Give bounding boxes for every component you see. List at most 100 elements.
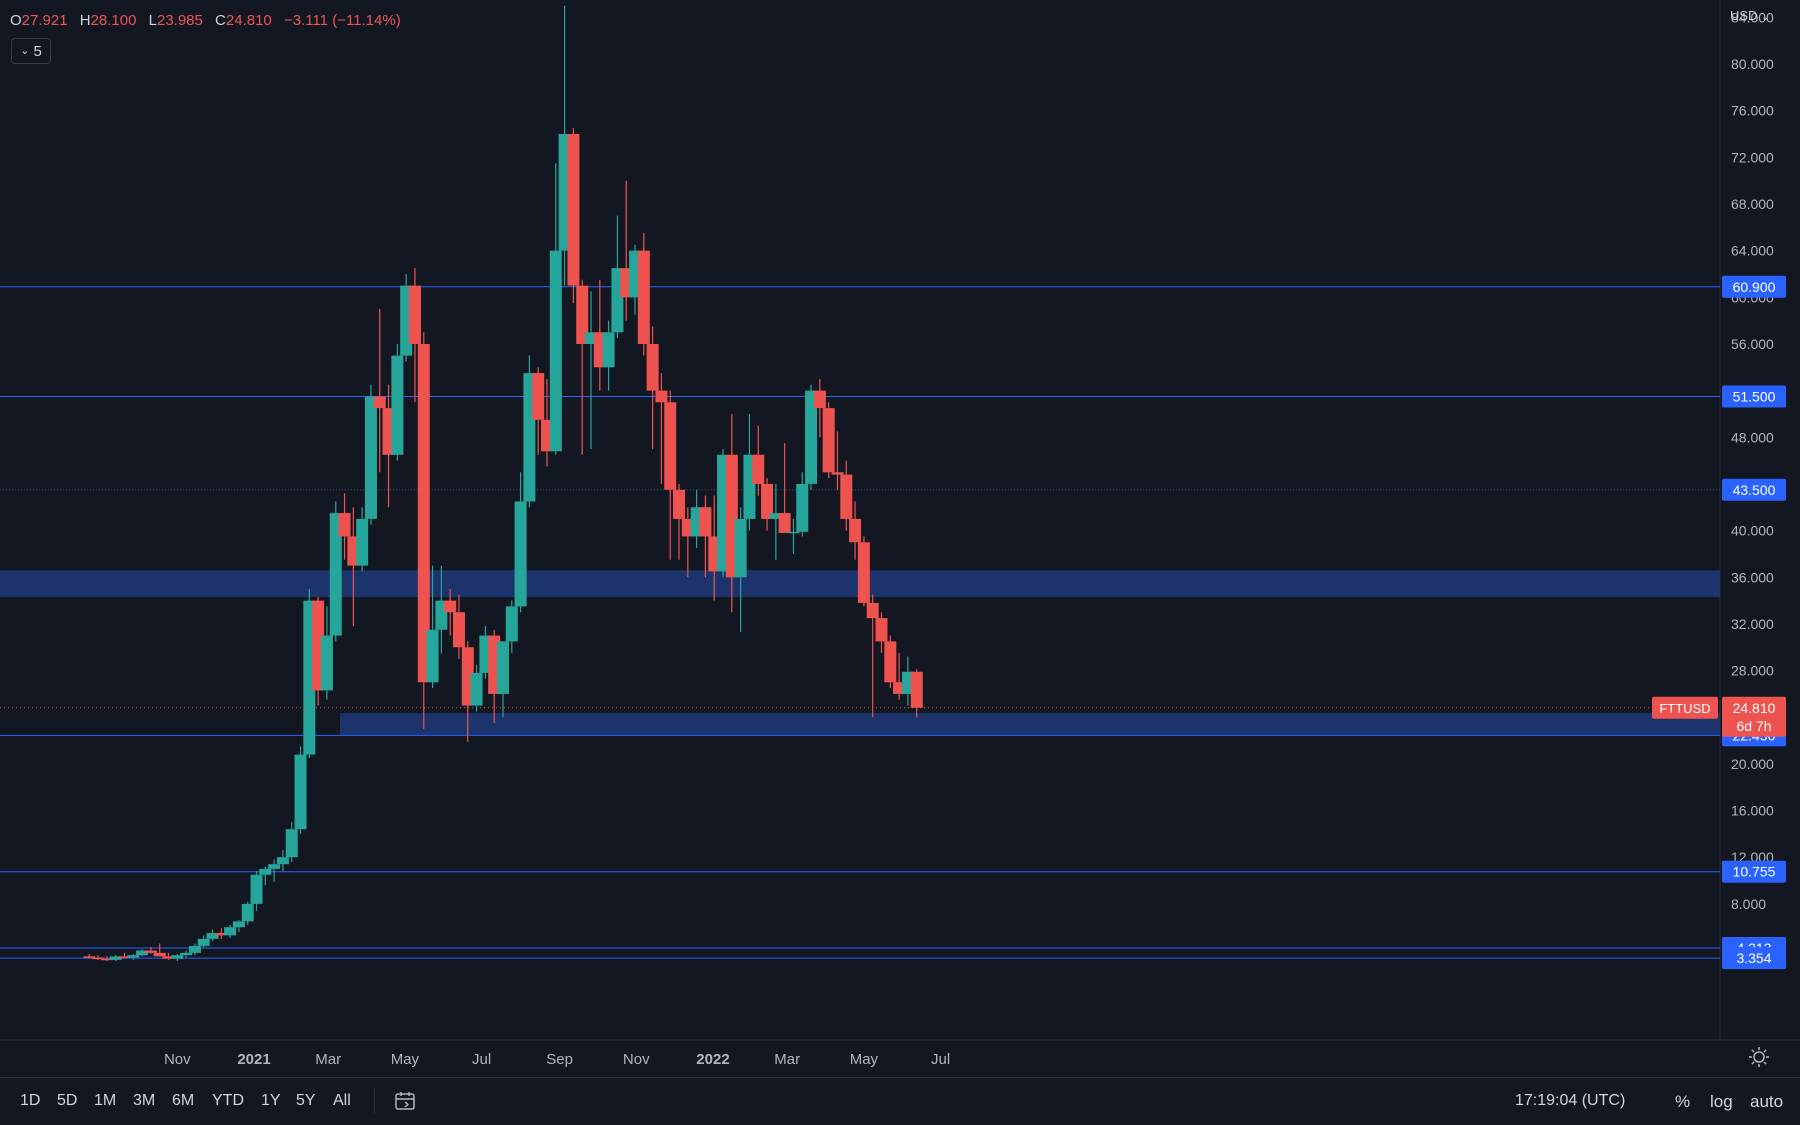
- y-tick-label: 8.000: [1731, 896, 1766, 912]
- currency-label: USD: [1730, 8, 1758, 23]
- candle-body: [391, 355, 404, 455]
- change-value: −3.111 (−11.14%): [283, 12, 401, 29]
- y-tick-label: 64.000: [1731, 243, 1774, 259]
- candle-body: [576, 285, 589, 344]
- candle-body: [285, 829, 298, 858]
- candle-body: [514, 501, 527, 607]
- symbol-tag-label: FTTUSD: [1659, 701, 1710, 716]
- range-1d-button[interactable]: 1D: [20, 1092, 41, 1109]
- candle-body: [444, 600, 457, 613]
- candle-body: [180, 952, 193, 956]
- x-tick-label: Mar: [774, 1051, 800, 1068]
- x-tick-label: May: [850, 1051, 879, 1068]
- candle-body: [276, 857, 289, 865]
- candle-body: [831, 472, 844, 475]
- range-6m-button[interactable]: 6M: [172, 1092, 195, 1109]
- utc-clock[interactable]: 17:19:04 (UTC): [1515, 1092, 1626, 1109]
- level-price-label: 51.500: [1733, 388, 1776, 404]
- candle-body: [118, 956, 131, 958]
- candle-body: [426, 629, 439, 683]
- candle-body: [100, 958, 113, 961]
- candle-body: [637, 250, 650, 344]
- x-tick-label: 2021: [237, 1051, 270, 1068]
- y-tick-label: 32.000: [1731, 616, 1774, 632]
- indicators-toggle-button[interactable]: ⌄ 5: [11, 38, 51, 64]
- candle-body: [910, 671, 923, 708]
- chevron-down-icon: ⌄: [20, 44, 30, 57]
- candle-body: [215, 933, 228, 936]
- candle-body: [752, 454, 765, 484]
- candle-body: [734, 518, 747, 578]
- range-5d-button[interactable]: 5D: [57, 1092, 78, 1109]
- candle-body: [549, 250, 562, 452]
- close-label: C: [215, 12, 226, 29]
- candle-body: [153, 952, 166, 957]
- open-value: 27.921: [21, 12, 68, 29]
- log-toggle[interactable]: log: [1710, 1092, 1733, 1111]
- candle-body: [83, 956, 96, 958]
- level-price-tag: [1722, 385, 1786, 408]
- candle-body: [875, 618, 888, 642]
- percent-toggle[interactable]: %: [1675, 1092, 1691, 1111]
- chevron-down-icon: ⌄: [1761, 12, 1770, 23]
- bar-countdown-label: 6d 7h: [1736, 718, 1771, 734]
- candle-body: [109, 956, 122, 960]
- symbol-tag: [1652, 696, 1718, 719]
- y-tick-label: 68.000: [1731, 196, 1774, 212]
- level-price-tag: [1722, 275, 1786, 298]
- open-label: O: [10, 12, 22, 29]
- y-tick-label: 48.000: [1731, 429, 1774, 445]
- y-tick-label: 56.000: [1731, 336, 1774, 352]
- range-5y-button[interactable]: 5Y: [296, 1092, 316, 1109]
- candle-body: [224, 927, 237, 936]
- range-ytd-button[interactable]: YTD: [212, 1092, 244, 1109]
- support-zone: [340, 713, 1720, 736]
- level-price-label: 3.354: [1736, 950, 1771, 966]
- gear-icon[interactable]: [1748, 1046, 1770, 1073]
- ohlc-legend: O27.921 H28.100 L23.985 C24.810 −3.111 (…: [10, 12, 401, 29]
- x-tick-label: Jul: [931, 1051, 950, 1068]
- candle-body: [329, 513, 342, 636]
- range-1y-button[interactable]: 1Y: [261, 1092, 281, 1109]
- candle-body: [840, 474, 853, 519]
- last-price-tag: [1722, 696, 1786, 737]
- level-price-tag: [1722, 478, 1786, 501]
- candle-body: [805, 390, 818, 484]
- x-tick-label: Nov: [164, 1051, 191, 1068]
- high-label: H: [79, 12, 91, 29]
- low-label: L: [148, 12, 157, 29]
- currency-selector[interactable]: USD ⌄: [1730, 8, 1769, 23]
- toolbar-divider: [374, 1088, 375, 1114]
- candle-body: [567, 133, 580, 286]
- range-3m-button[interactable]: 3M: [133, 1092, 156, 1109]
- candle-body: [496, 641, 509, 694]
- candle-body: [655, 390, 668, 403]
- candle-body: [769, 513, 782, 519]
- candle-body: [602, 332, 615, 368]
- calendar-icon[interactable]: [394, 1090, 416, 1117]
- candle-body: [136, 950, 149, 956]
- range-1m-button[interactable]: 1M: [94, 1092, 117, 1109]
- indicator-count: 5: [33, 42, 42, 60]
- candle-body: [796, 483, 809, 532]
- x-tick-label: Jul: [472, 1051, 491, 1068]
- candle-body: [761, 483, 774, 519]
- y-tick-label: 16.000: [1731, 803, 1774, 819]
- auto-toggle[interactable]: auto: [1750, 1092, 1784, 1111]
- candle-body: [849, 518, 862, 543]
- candle-body: [673, 489, 686, 519]
- range-all-button[interactable]: All: [333, 1092, 351, 1109]
- y-tick-label: 40.000: [1731, 523, 1774, 539]
- candle-body: [197, 938, 210, 946]
- candle-body: [144, 950, 157, 953]
- y-tick-label: 20.000: [1731, 756, 1774, 772]
- candle-body: [884, 641, 897, 683]
- level-price-label: 60.900: [1733, 279, 1776, 295]
- candle-body: [866, 602, 879, 619]
- candle-body: [893, 682, 906, 694]
- last-price-label: 24.810: [1733, 700, 1776, 716]
- candle-body: [532, 373, 545, 420]
- candle-body: [585, 332, 598, 344]
